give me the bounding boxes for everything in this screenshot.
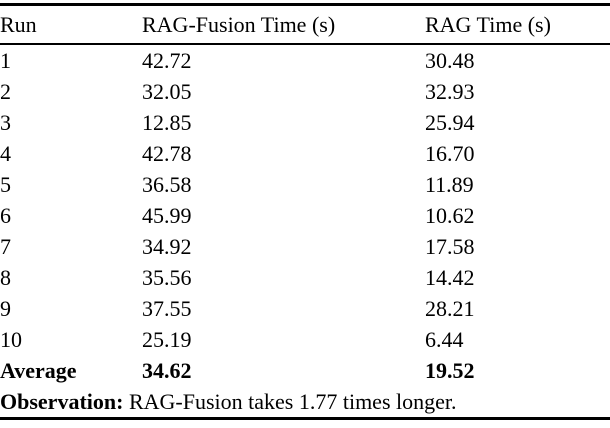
average-rag-time: 19.52	[425, 358, 475, 383]
run-cell: 9	[0, 296, 11, 321]
rag-time-cell: 25.94	[425, 110, 475, 135]
run-cell: 6	[0, 203, 11, 228]
table-row: 9 37.55 28.21	[0, 293, 610, 324]
rag-time-cell: 16.70	[425, 141, 475, 166]
rag-time-cell: 30.48	[425, 48, 475, 73]
table-row: 3 12.85 25.94	[0, 107, 610, 138]
rag-fusion-time-cell: 42.78	[142, 141, 192, 166]
rag-fusion-time-cell: 45.99	[142, 203, 192, 228]
rag-time-cell: 14.42	[425, 265, 475, 290]
table-row: 5 36.58 11.89	[0, 169, 610, 200]
header-rag-fusion-time: RAG-Fusion Time (s)	[142, 4, 425, 45]
table-row: 2 32.05 32.93	[0, 76, 610, 107]
rag-time-cell: 28.21	[425, 296, 475, 321]
rag-time-cell: 10.62	[425, 203, 475, 228]
rag-time-cell: 17.58	[425, 234, 475, 259]
rag-time-cell: 6.44	[425, 327, 464, 352]
header-rag-time: RAG Time (s)	[425, 4, 610, 45]
table-row: 6 45.99 10.62	[0, 200, 610, 231]
rag-fusion-time-cell: 12.85	[142, 110, 192, 135]
rag-fusion-time-cell: 36.58	[142, 172, 192, 197]
timing-comparison-table: Run RAG-Fusion Time (s) RAG Time (s) 1 4…	[0, 3, 610, 420]
rag-fusion-time-cell: 42.72	[142, 48, 192, 73]
observation-row: Observation: RAG-Fusion takes 1.77 times…	[0, 386, 610, 419]
run-cell: 5	[0, 172, 11, 197]
average-label: Average	[0, 358, 77, 383]
header-run: Run	[0, 4, 142, 45]
run-cell: 7	[0, 234, 11, 259]
observation-text: RAG-Fusion takes 1.77 times longer.	[128, 389, 457, 414]
table-row: 7 34.92 17.58	[0, 231, 610, 262]
rag-fusion-time-cell: 32.05	[142, 79, 192, 104]
table-row: 10 25.19 6.44	[0, 324, 610, 355]
run-cell: 4	[0, 141, 11, 166]
run-cell: 2	[0, 79, 11, 104]
run-cell: 1	[0, 48, 11, 73]
average-row: Average 34.62 19.52	[0, 355, 610, 386]
table-row: 1 42.72 30.48	[0, 44, 610, 76]
observation-label: Observation:	[0, 389, 124, 414]
rag-fusion-time-cell: 25.19	[142, 327, 192, 352]
rag-fusion-time-cell: 37.55	[142, 296, 192, 321]
rag-fusion-time-cell: 34.92	[142, 234, 192, 259]
rag-time-cell: 32.93	[425, 79, 475, 104]
table-row: 8 35.56 14.42	[0, 262, 610, 293]
table-row: 4 42.78 16.70	[0, 138, 610, 169]
run-cell: 10	[0, 327, 22, 352]
average-rag-fusion-time: 34.62	[142, 358, 192, 383]
run-cell: 3	[0, 110, 11, 135]
table-header-row: Run RAG-Fusion Time (s) RAG Time (s)	[0, 4, 610, 45]
observation-cell: Observation: RAG-Fusion takes 1.77 times…	[0, 386, 610, 419]
rag-time-cell: 11.89	[425, 172, 474, 197]
rag-fusion-time-cell: 35.56	[142, 265, 192, 290]
run-cell: 8	[0, 265, 11, 290]
